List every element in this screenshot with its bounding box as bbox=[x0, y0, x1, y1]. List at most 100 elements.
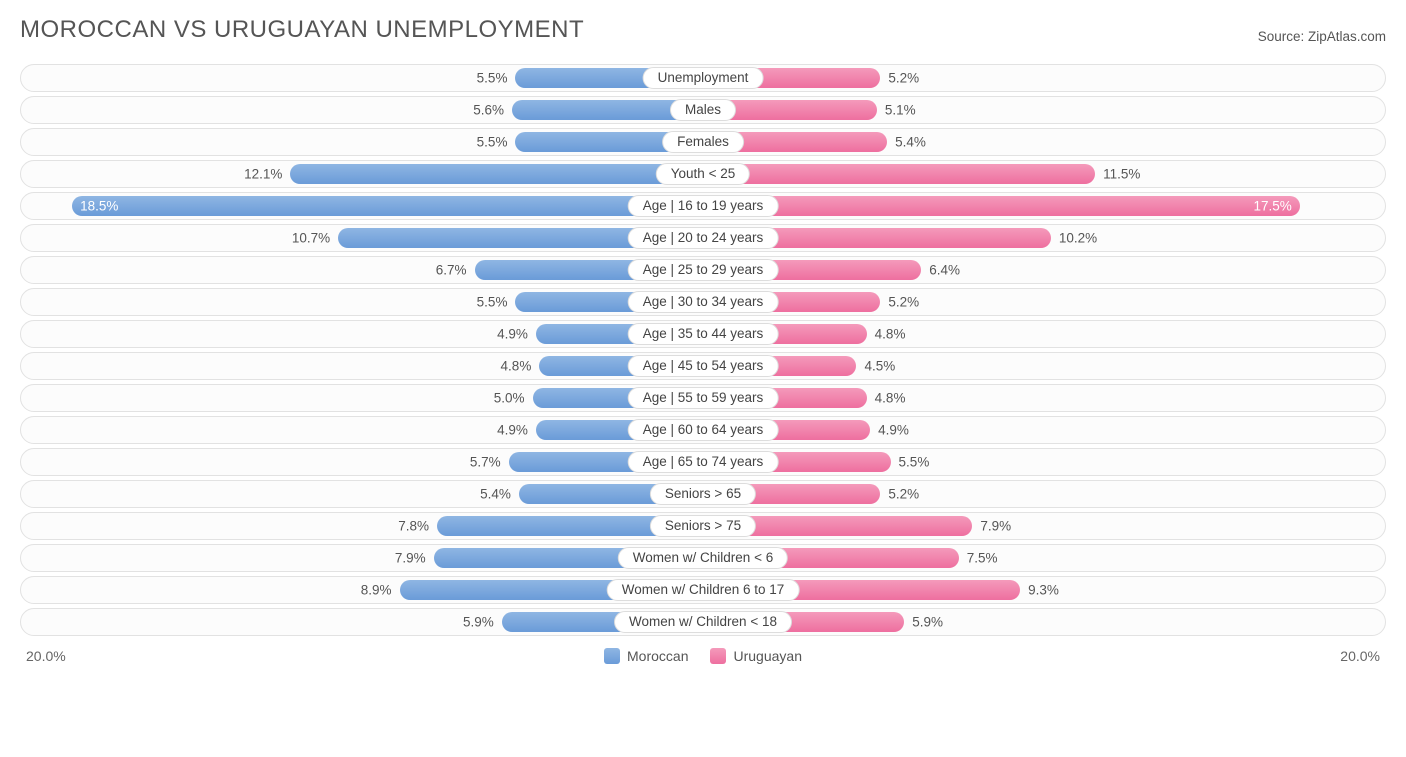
chart-row: 8.9%9.3%Women w/ Children 6 to 17 bbox=[20, 576, 1386, 604]
row-right-half: 5.2% bbox=[703, 481, 1385, 507]
chart-row: 5.5% 5.2% Unemployment bbox=[20, 64, 1386, 92]
value-left: 18.5% bbox=[80, 199, 118, 214]
value-right: 4.8% bbox=[875, 391, 906, 406]
value-right: 10.2% bbox=[1059, 231, 1097, 246]
row-left-half: 5.9% bbox=[21, 609, 703, 635]
value-right: 5.2% bbox=[888, 295, 919, 310]
row-left-half: 4.9% bbox=[21, 417, 703, 443]
chart-row: 7.8% 7.9%Seniors > 75 bbox=[20, 512, 1386, 540]
bar-left bbox=[290, 164, 703, 184]
row-left-half: 7.8% bbox=[21, 513, 703, 539]
chart-row: 5.5% 5.2% Age | 30 to 34 years bbox=[20, 288, 1386, 316]
legend: Moroccan Uruguayan bbox=[604, 648, 802, 664]
value-left: 5.5% bbox=[477, 71, 508, 86]
chart-row: 12.1%11.5%Youth < 25 bbox=[20, 160, 1386, 188]
chart-row: 10.7%10.2%Age | 20 to 24 years bbox=[20, 224, 1386, 252]
value-right: 5.2% bbox=[888, 71, 919, 86]
legend-item-left: Moroccan bbox=[604, 648, 688, 664]
value-right: 5.1% bbox=[885, 103, 916, 118]
category-pill: Age | 25 to 29 years bbox=[628, 259, 779, 281]
value-left: 5.9% bbox=[463, 615, 494, 630]
value-left: 5.5% bbox=[477, 295, 508, 310]
row-right-half: 7.9% bbox=[703, 513, 1385, 539]
value-right: 4.8% bbox=[875, 327, 906, 342]
row-right-half: 17.5% bbox=[703, 193, 1385, 219]
row-right-half: 4.8% bbox=[703, 385, 1385, 411]
value-right: 5.5% bbox=[899, 455, 930, 470]
row-left-half: 4.9% bbox=[21, 321, 703, 347]
chart-header: MOROCCAN VS URUGUAYAN UNEMPLOYMENT Sourc… bbox=[12, 12, 1394, 60]
value-left: 12.1% bbox=[244, 167, 282, 182]
row-left-half: 7.9% bbox=[21, 545, 703, 571]
category-pill: Age | 55 to 59 years bbox=[628, 387, 779, 409]
row-left-half: 5.7% bbox=[21, 449, 703, 475]
legend-label-left: Moroccan bbox=[627, 648, 688, 664]
legend-label-right: Uruguayan bbox=[733, 648, 802, 664]
category-pill: Unemployment bbox=[643, 67, 764, 89]
chart-row: 4.9% 4.8% Age | 35 to 44 years bbox=[20, 320, 1386, 348]
row-right-half: 5.4% bbox=[703, 129, 1385, 155]
chart-row: 18.5% 17.5%Age | 16 to 19 years bbox=[20, 192, 1386, 220]
row-left-half: 4.8% bbox=[21, 353, 703, 379]
value-left: 10.7% bbox=[292, 231, 330, 246]
value-right: 5.2% bbox=[888, 487, 919, 502]
row-left-half: 5.0% bbox=[21, 385, 703, 411]
value-left: 5.4% bbox=[480, 487, 511, 502]
row-right-half: 5.9% bbox=[703, 609, 1385, 635]
chart-row: 5.0% 4.8% Age | 55 to 59 years bbox=[20, 384, 1386, 412]
row-right-half: 4.9% bbox=[703, 417, 1385, 443]
row-right-half: 6.4% bbox=[703, 257, 1385, 283]
row-right-half: 9.3% bbox=[703, 577, 1385, 603]
chart-row: 5.7% 5.5% Age | 65 to 74 years bbox=[20, 448, 1386, 476]
chart-rows: 5.5%5.2%Unemployment5.6%5.1%Males5.5%5.4… bbox=[12, 64, 1394, 636]
value-left: 5.6% bbox=[473, 103, 504, 118]
value-left: 7.9% bbox=[395, 551, 426, 566]
chart-row: 4.9%4.9%Age | 60 to 64 years bbox=[20, 416, 1386, 444]
row-left-half: 18.5% bbox=[21, 193, 703, 219]
row-right-half: 5.2% bbox=[703, 289, 1385, 315]
value-left: 4.9% bbox=[497, 327, 528, 342]
category-pill: Females bbox=[662, 131, 744, 153]
row-right-half: 4.8% bbox=[703, 321, 1385, 347]
row-left-half: 5.6% bbox=[21, 97, 703, 123]
legend-item-right: Uruguayan bbox=[710, 648, 802, 664]
row-left-half: 12.1% bbox=[21, 161, 703, 187]
chart-row: 5.4%5.2%Seniors > 65 bbox=[20, 480, 1386, 508]
category-pill: Age | 35 to 44 years bbox=[628, 323, 779, 345]
value-left: 6.7% bbox=[436, 263, 467, 278]
row-left-half: 5.4% bbox=[21, 481, 703, 507]
row-left-half: 6.7% bbox=[21, 257, 703, 283]
row-left-half: 8.9% bbox=[21, 577, 703, 603]
chart-row: 5.5% 5.4% Females bbox=[20, 128, 1386, 156]
category-pill: Age | 65 to 74 years bbox=[628, 451, 779, 473]
value-left: 7.8% bbox=[398, 519, 429, 534]
chart-row: 6.7% 6.4%Age | 25 to 29 years bbox=[20, 256, 1386, 284]
row-left-half: 5.5% bbox=[21, 289, 703, 315]
category-pill: Age | 16 to 19 years bbox=[628, 195, 779, 217]
category-pill: Women w/ Children < 18 bbox=[614, 611, 792, 633]
row-right-half: 5.5% bbox=[703, 449, 1385, 475]
comparison-chart: MOROCCAN VS URUGUAYAN UNEMPLOYMENT Sourc… bbox=[12, 12, 1394, 668]
row-left-half: 5.5% bbox=[21, 129, 703, 155]
value-right: 5.4% bbox=[895, 135, 926, 150]
chart-row: 4.8%4.5%Age | 45 to 54 years bbox=[20, 352, 1386, 380]
bar-right: 17.5% bbox=[703, 196, 1300, 216]
category-pill: Age | 30 to 34 years bbox=[628, 291, 779, 313]
value-right: 9.3% bbox=[1028, 583, 1059, 598]
value-right: 4.5% bbox=[864, 359, 895, 374]
chart-row: 7.9%7.5%Women w/ Children < 6 bbox=[20, 544, 1386, 572]
row-right-half: 10.2% bbox=[703, 225, 1385, 251]
value-right: 7.5% bbox=[967, 551, 998, 566]
legend-swatch-left bbox=[604, 648, 620, 664]
chart-title: MOROCCAN VS URUGUAYAN UNEMPLOYMENT bbox=[20, 16, 584, 44]
category-pill: Youth < 25 bbox=[656, 163, 750, 185]
category-pill: Seniors > 75 bbox=[650, 515, 756, 537]
chart-row: 5.6%5.1%Males bbox=[20, 96, 1386, 124]
row-left-half: 10.7% bbox=[21, 225, 703, 251]
chart-footer: 20.0% Moroccan Uruguayan 20.0% bbox=[12, 640, 1394, 668]
row-left-half: 5.5% bbox=[21, 65, 703, 91]
row-right-half: 7.5% bbox=[703, 545, 1385, 571]
row-right-half: 5.1% bbox=[703, 97, 1385, 123]
category-pill: Age | 60 to 64 years bbox=[628, 419, 779, 441]
chart-row: 5.9%5.9%Women w/ Children < 18 bbox=[20, 608, 1386, 636]
